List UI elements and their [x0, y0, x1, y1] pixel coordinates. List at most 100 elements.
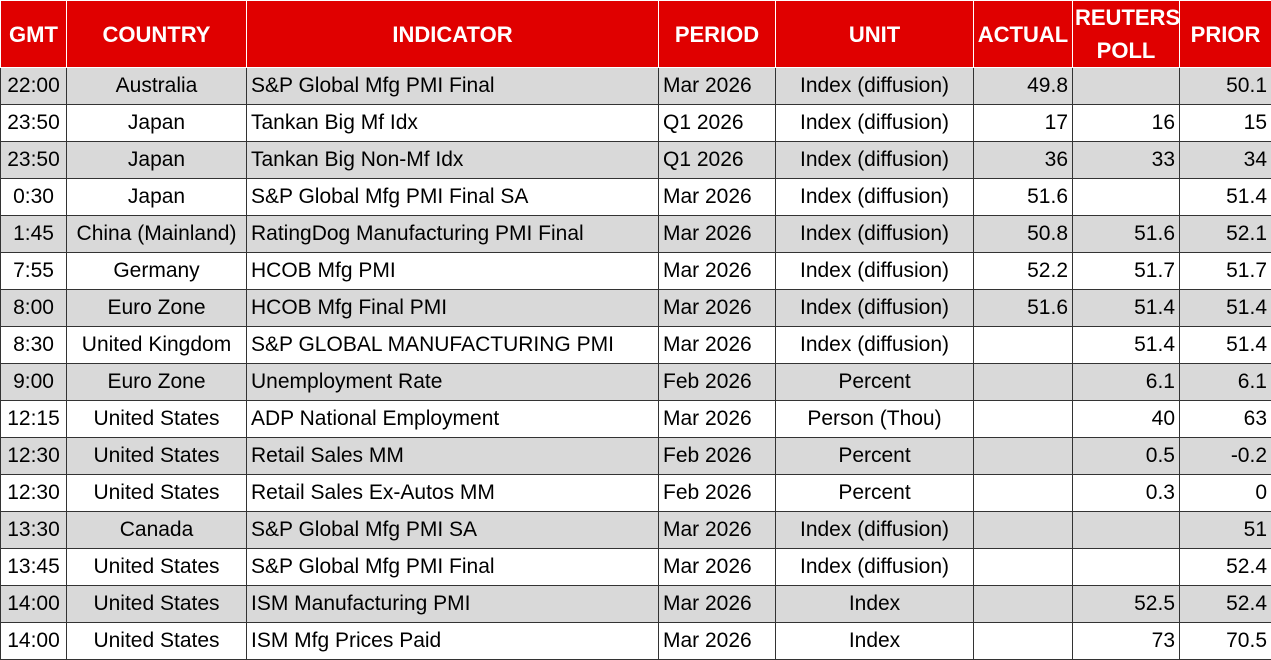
cell-unit: Index (diffusion) [776, 68, 974, 105]
cell-unit: Index [776, 586, 974, 623]
cell-unit: Index (diffusion) [776, 549, 974, 586]
cell-prior: 51.4 [1180, 290, 1271, 327]
cell-country: United States [67, 401, 247, 438]
cell-indicator: ISM Manufacturing PMI [247, 586, 659, 623]
cell-country: Euro Zone [67, 364, 247, 401]
cell-period: Feb 2026 [659, 475, 776, 512]
cell-gmt: 8:30 [1, 327, 67, 364]
cell-unit: Index (diffusion) [776, 512, 974, 549]
cell-period: Mar 2026 [659, 549, 776, 586]
cell-unit: Index (diffusion) [776, 142, 974, 179]
cell-prior: 0 [1180, 475, 1271, 512]
cell-period: Mar 2026 [659, 512, 776, 549]
cell-unit: Percent [776, 364, 974, 401]
header-country: COUNTRY [67, 1, 247, 68]
cell-gmt: 7:55 [1, 253, 67, 290]
cell-gmt: 12:30 [1, 475, 67, 512]
cell-period: Q1 2026 [659, 105, 776, 142]
cell-poll: 6.1 [1073, 364, 1180, 401]
cell-country: Japan [67, 105, 247, 142]
cell-period: Mar 2026 [659, 68, 776, 105]
cell-actual: 51.6 [974, 179, 1073, 216]
cell-poll: 40 [1073, 401, 1180, 438]
cell-unit: Percent [776, 438, 974, 475]
cell-period: Mar 2026 [659, 401, 776, 438]
cell-unit: Index (diffusion) [776, 253, 974, 290]
cell-prior: 52.4 [1180, 586, 1271, 623]
cell-gmt: 1:45 [1, 216, 67, 253]
cell-actual [974, 364, 1073, 401]
cell-prior: 63 [1180, 401, 1271, 438]
cell-prior: 34 [1180, 142, 1271, 179]
cell-country: United States [67, 549, 247, 586]
cell-period: Mar 2026 [659, 586, 776, 623]
cell-unit: Index (diffusion) [776, 216, 974, 253]
cell-prior: 52.1 [1180, 216, 1271, 253]
cell-actual [974, 549, 1073, 586]
header-indicator: INDICATOR [247, 1, 659, 68]
cell-indicator: HCOB Mfg PMI [247, 253, 659, 290]
cell-prior: 51.4 [1180, 327, 1271, 364]
cell-country: Euro Zone [67, 290, 247, 327]
cell-unit: Index (diffusion) [776, 179, 974, 216]
cell-gmt: 9:00 [1, 364, 67, 401]
header-unit: UNIT [776, 1, 974, 68]
cell-gmt: 0:30 [1, 179, 67, 216]
cell-indicator: S&P Global Mfg PMI Final SA [247, 179, 659, 216]
cell-country: Canada [67, 512, 247, 549]
cell-gmt: 14:00 [1, 586, 67, 623]
cell-country: Australia [67, 68, 247, 105]
cell-indicator: Tankan Big Non-Mf Idx [247, 142, 659, 179]
cell-period: Mar 2026 [659, 327, 776, 364]
cell-period: Feb 2026 [659, 364, 776, 401]
cell-indicator: RatingDog Manufacturing PMI Final [247, 216, 659, 253]
cell-indicator: S&P Global Mfg PMI SA [247, 512, 659, 549]
cell-poll [1073, 512, 1180, 549]
header-reuters-poll: REUTERS POLL [1073, 1, 1180, 68]
cell-prior: 51.7 [1180, 253, 1271, 290]
cell-actual: 17 [974, 105, 1073, 142]
cell-gmt: 12:30 [1, 438, 67, 475]
cell-actual [974, 438, 1073, 475]
cell-actual: 50.8 [974, 216, 1073, 253]
cell-prior: 51.4 [1180, 179, 1271, 216]
cell-prior: 15 [1180, 105, 1271, 142]
cell-poll: 51.6 [1073, 216, 1180, 253]
cell-actual [974, 327, 1073, 364]
cell-unit: Index (diffusion) [776, 105, 974, 142]
cell-prior: 51 [1180, 512, 1271, 549]
cell-unit: Index (diffusion) [776, 290, 974, 327]
cell-prior: -0.2 [1180, 438, 1271, 475]
cell-gmt: 23:50 [1, 105, 67, 142]
cell-poll [1073, 549, 1180, 586]
cell-country: United States [67, 586, 247, 623]
cell-country: Japan [67, 179, 247, 216]
cell-country: Germany [67, 253, 247, 290]
cell-poll: 51.4 [1073, 327, 1180, 364]
cell-period: Mar 2026 [659, 290, 776, 327]
cell-country: United Kingdom [67, 327, 247, 364]
cell-poll [1073, 179, 1180, 216]
cell-indicator: Retail Sales MM [247, 438, 659, 475]
cell-poll: 51.4 [1073, 290, 1180, 327]
cell-period: Feb 2026 [659, 438, 776, 475]
cell-actual: 52.2 [974, 253, 1073, 290]
header-gmt: GMT [1, 1, 67, 68]
cell-poll: 52.5 [1073, 586, 1180, 623]
cell-country: United States [67, 438, 247, 475]
cell-actual [974, 401, 1073, 438]
cell-indicator: ADP National Employment [247, 401, 659, 438]
cell-actual: 49.8 [974, 68, 1073, 105]
